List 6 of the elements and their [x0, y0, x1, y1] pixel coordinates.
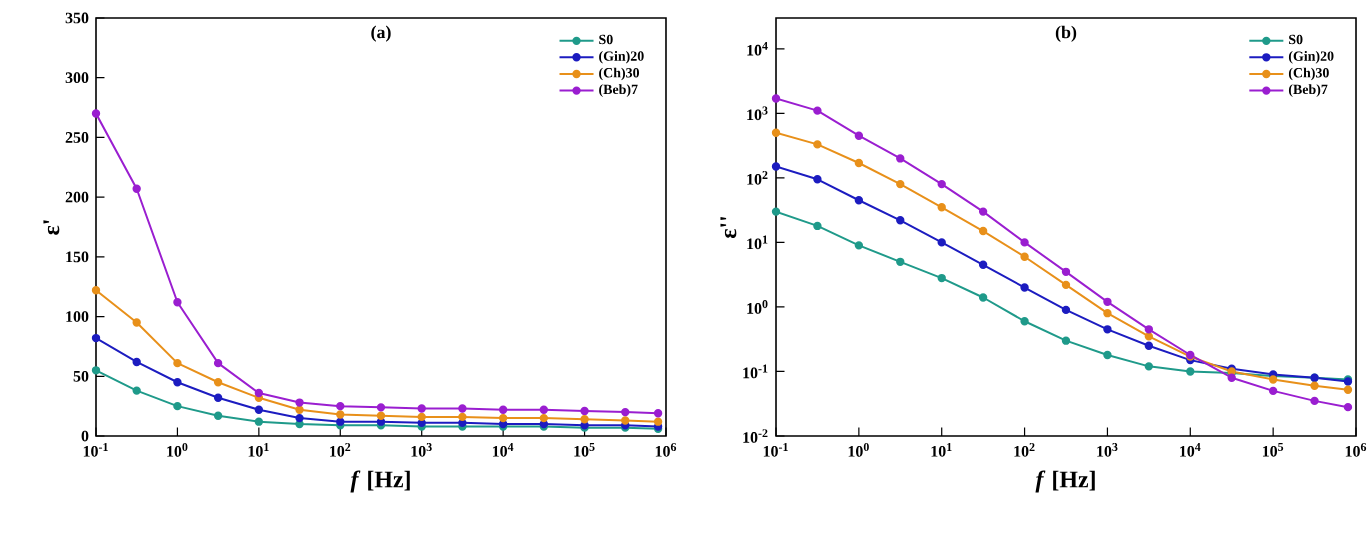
x-axis-title: f [Hz] — [1035, 470, 1095, 493]
chart-title: (b) — [1055, 25, 1077, 42]
x-axis-title: f [Hz] — [350, 470, 410, 493]
y-axis-title: ε' — [43, 220, 60, 235]
chart-title: (a) — [371, 25, 391, 42]
y-axis-title: ε'' — [720, 217, 737, 239]
